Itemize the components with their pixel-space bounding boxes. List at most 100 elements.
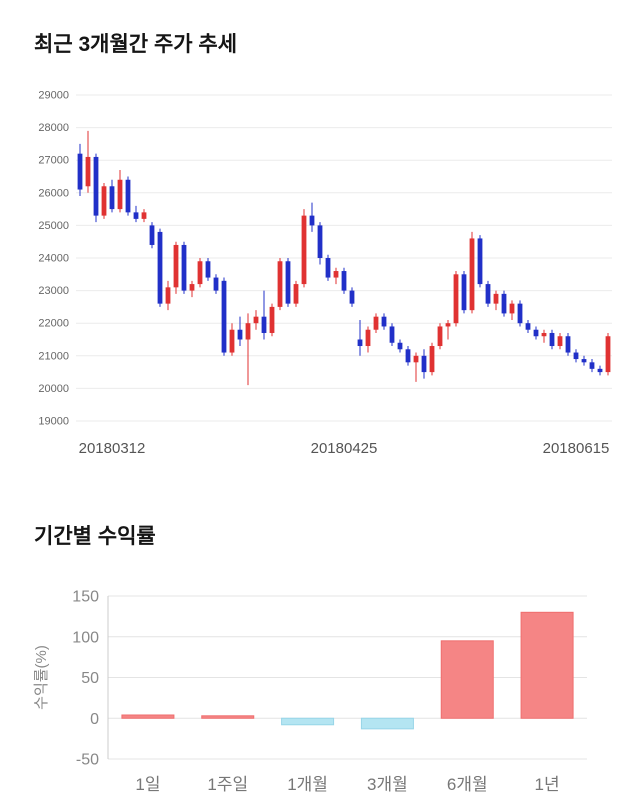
candle-body [229,329,235,353]
price-y-tick-label: 29000 [38,90,69,102]
candle-body [101,186,107,216]
candle-body [437,326,443,347]
returns-category-label: 1주일 [207,775,248,794]
candle-body [413,355,419,363]
candle-body [549,332,555,347]
price-y-tick-label: 25000 [38,220,69,232]
price-y-tick-label: 23000 [38,285,69,297]
returns-category-label: 3개월 [367,775,408,794]
candle-body [309,215,315,226]
candle-body [125,179,131,213]
price-grid: 19000 20000 21000 22000 23000 24000 25000 26000… [38,90,612,428]
candle-body [381,316,387,327]
returns-category-label: 1개월 [287,775,328,794]
candle-body [325,258,331,278]
return-bar-3 [281,717,335,726]
price-y-tick-label: 22000 [38,318,69,330]
candle-body [373,316,379,330]
price-y-tick-label: 20000 [38,383,69,395]
candle-body [165,287,171,304]
candle-body [213,277,219,291]
candle-body [357,339,363,347]
candle-body [341,271,347,291]
candle-body [477,238,483,285]
candle-body [397,342,403,350]
candle-body [189,284,195,291]
candle-body [77,153,83,190]
candle-body [269,306,275,333]
price-y-tick-label: 28000 [38,122,69,134]
return-bar-4 [360,717,414,730]
returns-y-axis-title: 수익률(%) [33,645,50,710]
candle-body [589,362,595,369]
candle-body [349,290,355,304]
bar-chart-svg: -50 0 50 100 150 수익률(%) 1일 1주일 1개월 3개월 6개월 1년 [33,589,587,794]
candle-body [493,293,499,304]
candle-body [389,326,395,343]
candle-body [581,359,587,363]
returns-y-tick-label: 100 [72,629,99,646]
candles [77,130,611,386]
candle-body [565,336,571,353]
price-chart-title: 최근 3개월간 주가 추세 [34,33,238,56]
candle-body [605,336,611,373]
candle-body [501,293,507,314]
candle-body [317,225,323,258]
price-candlestick-chart: 19000 20000 21000 22000 23000 24000 25000 26000… [30,85,620,465]
candle-body [469,238,475,311]
returns-chart-title: 기간별 수익률 [34,525,156,548]
candle-body [253,316,259,324]
candle-body [205,261,211,278]
candle-body [421,355,427,373]
candle-body [277,261,283,307]
candle-body [293,284,299,304]
candle-body [157,231,163,304]
return-bars [121,611,574,730]
candle-body [133,212,139,219]
return-bar-5 [440,640,494,719]
candle-body [301,215,307,285]
candle-body [461,274,467,311]
return-bar-1 [121,714,175,719]
candlestick-svg: 19000 20000 21000 22000 23000 24000 25000 26000… [38,90,612,457]
returns-grid: -50 0 50 100 150 [72,589,587,769]
candle-body [141,212,147,219]
returns-category-label: 1년 [535,775,560,794]
candle-body [285,261,291,304]
candle-body [445,323,451,327]
returns-bar-chart: -50 0 50 100 150 수익률(%) 1일 1주일 1개월 3개월 6개월 1년 [30,588,595,803]
returns-y-tick-label: 0 [90,711,99,728]
candle-body [261,316,267,333]
candle-body [509,303,515,314]
candle-body [541,332,547,337]
candle-body [429,346,435,373]
candle-body [93,156,99,216]
price-y-tick-label: 19000 [38,416,69,428]
candle-body [221,280,227,353]
returns-category-label: 6개월 [447,775,488,794]
candle-body [557,336,563,347]
candle-body [333,271,339,278]
candle-body [149,225,155,245]
return-bar-6 [520,611,574,719]
returns-y-tick-label: 50 [81,670,99,687]
candle-body [597,368,603,373]
price-y-tick-label: 27000 [38,155,69,167]
returns-category-label: 1일 [135,775,160,794]
price-y-tick-label: 26000 [38,187,69,199]
candle-body [85,156,91,187]
candle-body [109,186,115,210]
candle-body [525,323,531,330]
price-x-tick-label: 20180425 [311,440,378,457]
price-y-tick-label: 24000 [38,253,69,265]
candle-body [485,284,491,304]
candle-body [517,303,523,324]
return-bar-2 [201,715,255,719]
candle-body [181,244,187,291]
price-x-tick-label: 20180312 [79,440,146,457]
price-x-tick-label: 20180615 [543,440,610,457]
candle-body [173,244,179,288]
returns-y-tick-label: 150 [72,589,99,606]
candle-body [237,329,243,340]
